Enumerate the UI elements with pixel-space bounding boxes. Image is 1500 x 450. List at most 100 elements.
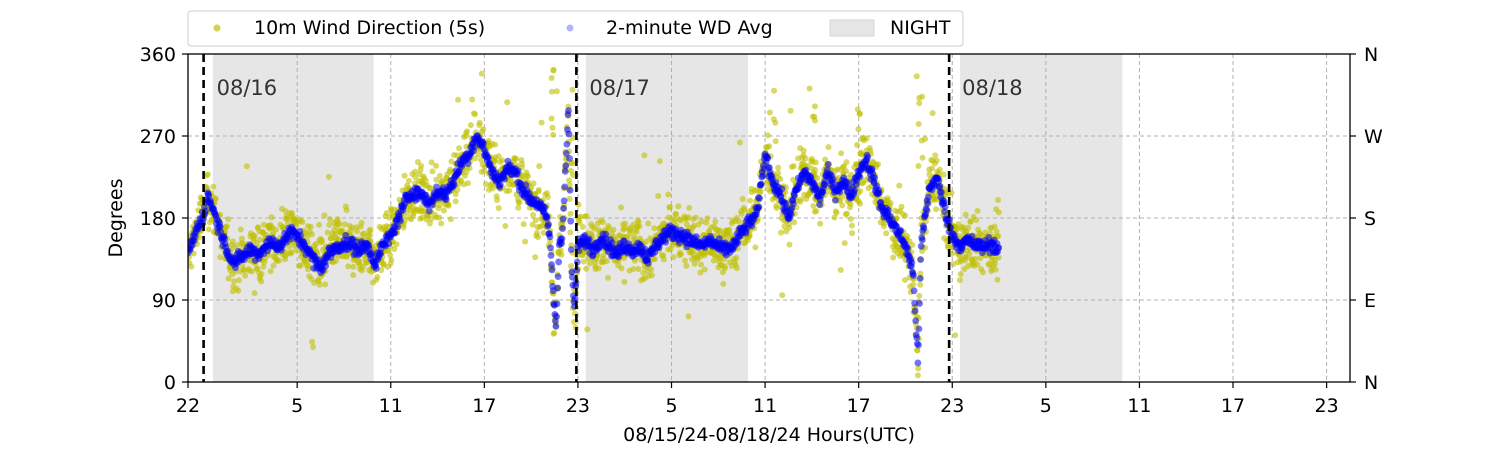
wind-direction-point bbox=[640, 269, 647, 276]
wind-direction-point bbox=[918, 137, 925, 144]
wd-avg-point bbox=[940, 198, 948, 206]
wd-avg-point bbox=[394, 223, 402, 231]
wind-direction-point bbox=[766, 109, 773, 116]
wind-direction-point bbox=[567, 167, 574, 174]
wind-direction-point bbox=[712, 218, 719, 225]
wd-avg-point bbox=[734, 239, 742, 247]
wind-direction-point bbox=[685, 313, 692, 320]
wind-direction-point bbox=[797, 196, 804, 203]
wind-direction-point bbox=[567, 229, 574, 236]
wind-direction-point bbox=[854, 141, 861, 148]
wd-avg-point bbox=[548, 266, 556, 274]
wind-direction-point bbox=[550, 67, 557, 74]
wind-direction-point bbox=[645, 220, 652, 227]
wind-direction-point bbox=[391, 246, 398, 253]
wind-direction-point bbox=[464, 128, 471, 135]
wind-direction-point bbox=[513, 155, 520, 162]
wind-direction-point bbox=[334, 216, 341, 223]
x-tick-label: 22 bbox=[176, 395, 200, 417]
wind-direction-point bbox=[838, 150, 845, 157]
y-tick-label: 0 bbox=[164, 372, 176, 394]
wind-direction-point bbox=[358, 219, 365, 226]
wd-avg-point bbox=[451, 181, 458, 189]
wd-avg-point bbox=[563, 140, 571, 148]
wd-avg-point bbox=[910, 287, 918, 295]
wind-direction-point bbox=[583, 213, 590, 220]
wind-direction-point bbox=[530, 211, 537, 218]
wind-direction-point bbox=[426, 220, 433, 227]
wd-avg-point bbox=[816, 201, 824, 209]
x-tick-label: 23 bbox=[940, 395, 964, 417]
wd-avg-point bbox=[425, 207, 433, 215]
wind-direction-point bbox=[622, 220, 629, 227]
wind-direction-point bbox=[775, 164, 782, 171]
wd-avg-point bbox=[559, 225, 566, 232]
wind-direction-point bbox=[580, 258, 587, 265]
wind-direction-point bbox=[902, 212, 909, 219]
wind-direction-point bbox=[910, 281, 917, 288]
wind-direction-point bbox=[538, 119, 545, 126]
wd-avg-point bbox=[904, 245, 911, 253]
wind-direction-point bbox=[506, 187, 513, 194]
wd-avg-point bbox=[923, 206, 931, 214]
wind-direction-point bbox=[284, 215, 291, 222]
wind-direction-point bbox=[735, 218, 742, 225]
wd-avg-point bbox=[514, 167, 522, 175]
wd-avg-point bbox=[522, 181, 530, 189]
wd-avg-point bbox=[897, 227, 905, 235]
wd-avg-point bbox=[790, 200, 797, 208]
wind-direction-point bbox=[595, 265, 602, 272]
wind-direction-point bbox=[811, 113, 818, 120]
wind-direction-point bbox=[210, 183, 217, 190]
wind-direction-point bbox=[781, 223, 788, 230]
wind-direction-point bbox=[848, 222, 855, 229]
legend-label-night: NIGHT bbox=[890, 17, 951, 39]
wind-direction-point bbox=[974, 207, 981, 214]
y-tick-label: 270 bbox=[140, 126, 176, 148]
wind-direction-point bbox=[499, 157, 506, 164]
wind-direction-point bbox=[544, 194, 551, 201]
wd-avg-point bbox=[567, 246, 575, 254]
wd-avg-point bbox=[757, 180, 765, 188]
wd-avg-point bbox=[995, 244, 1003, 252]
y-tick-label: 360 bbox=[140, 44, 176, 66]
legend-label-wind-direction: 10m Wind Direction (5s) bbox=[254, 17, 485, 39]
wd-avg-point bbox=[924, 200, 932, 207]
wind-direction-point bbox=[316, 221, 323, 228]
wind-direction-point bbox=[387, 252, 394, 259]
wd-avg-point bbox=[442, 196, 450, 203]
legend-frame bbox=[187, 10, 964, 47]
wind-direction-point bbox=[599, 219, 606, 226]
wind-direction-point bbox=[516, 199, 523, 206]
wind-direction-point bbox=[243, 163, 250, 170]
wind-direction-point bbox=[223, 223, 230, 230]
wd-avg-point bbox=[941, 203, 949, 211]
wind-direction-point bbox=[504, 99, 511, 106]
wind-direction-point bbox=[651, 225, 658, 232]
wind-direction-point bbox=[952, 332, 959, 339]
wind-direction-point bbox=[656, 158, 663, 165]
wind-direction-point bbox=[692, 214, 699, 221]
wind-direction-point bbox=[703, 219, 710, 226]
wind-direction-point bbox=[995, 254, 1002, 261]
wind-direction-point bbox=[235, 287, 242, 294]
wind-direction-point bbox=[476, 119, 483, 126]
wind-direction-point bbox=[326, 221, 333, 228]
wind-direction-point bbox=[936, 166, 943, 173]
wind-direction-point bbox=[875, 161, 882, 168]
wind-direction-point bbox=[630, 265, 637, 272]
wind-direction-point bbox=[929, 165, 936, 172]
wind-direction-point bbox=[909, 241, 916, 248]
wd-avg-point bbox=[471, 143, 479, 150]
wind-direction-point bbox=[617, 204, 624, 211]
wind-direction-point bbox=[550, 131, 557, 138]
wd-avg-point bbox=[565, 107, 572, 114]
wind-direction-point bbox=[880, 223, 887, 230]
wind-direction-point bbox=[786, 220, 793, 227]
wind-direction-point bbox=[237, 226, 244, 233]
wind-direction-point bbox=[374, 273, 381, 280]
wd-avg-point bbox=[824, 160, 832, 168]
wind-direction-point bbox=[883, 230, 890, 237]
wind-direction-point bbox=[627, 230, 634, 237]
